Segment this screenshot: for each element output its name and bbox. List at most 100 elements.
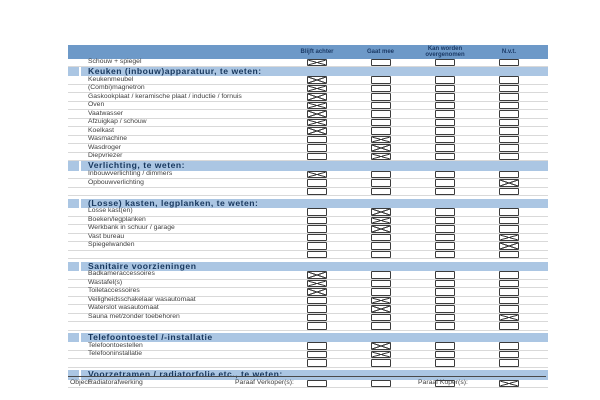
checkbox-nvt[interactable] <box>499 216 519 225</box>
checkbox-gaat-mee[interactable] <box>370 305 391 313</box>
checkbox-kan-worden-overgenomen[interactable] <box>435 288 455 296</box>
checkbox-kan-worden-overgenomen[interactable] <box>435 127 455 135</box>
checkbox-gaat-mee[interactable] <box>370 118 391 127</box>
checkbox-nvt[interactable] <box>499 84 519 93</box>
checkbox-kan-worden-overgenomen[interactable] <box>435 379 455 388</box>
checkbox-gaat-mee[interactable] <box>370 313 391 322</box>
checkbox-blijft-achter[interactable] <box>307 187 327 196</box>
checkbox-nvt[interactable] <box>499 225 519 233</box>
checkbox-blijft-achter[interactable] <box>307 313 327 322</box>
checkbox-gaat-mee[interactable] <box>370 271 391 279</box>
checkbox-nvt[interactable] <box>499 93 519 101</box>
checkbox-kan-worden-overgenomen[interactable] <box>435 208 455 216</box>
checkbox-gaat-mee[interactable] <box>370 342 391 350</box>
checkbox-gaat-mee[interactable] <box>370 288 391 296</box>
checkbox-kan-worden-overgenomen[interactable] <box>435 216 455 225</box>
checkbox-blijft-achter[interactable] <box>307 271 327 279</box>
checkbox-kan-worden-overgenomen[interactable] <box>435 118 455 127</box>
checkbox-gaat-mee[interactable] <box>370 242 391 250</box>
checkbox-gaat-mee[interactable] <box>370 216 391 225</box>
checkbox-gaat-mee[interactable] <box>370 127 391 135</box>
checkbox-gaat-mee[interactable] <box>370 93 391 101</box>
checkbox-gaat-mee[interactable] <box>370 250 391 259</box>
checkbox-nvt[interactable] <box>499 187 519 196</box>
checkbox-blijft-achter[interactable] <box>307 170 327 179</box>
checkbox-blijft-achter[interactable] <box>307 118 327 127</box>
checkbox-gaat-mee[interactable] <box>370 296 391 305</box>
checkbox-nvt[interactable] <box>499 101 519 110</box>
checkbox-blijft-achter[interactable] <box>307 135 327 144</box>
checkbox-nvt[interactable] <box>499 271 519 279</box>
checkbox-nvt[interactable] <box>499 279 519 288</box>
checkbox-blijft-achter[interactable] <box>307 144 327 152</box>
checkbox-nvt[interactable] <box>499 179 519 187</box>
checkbox-nvt[interactable] <box>499 313 519 322</box>
checkbox-blijft-achter[interactable] <box>307 76 327 84</box>
checkbox-kan-worden-overgenomen[interactable] <box>435 144 455 152</box>
checkbox-gaat-mee[interactable] <box>370 359 391 367</box>
checkbox-nvt[interactable] <box>499 110 519 118</box>
checkbox-kan-worden-overgenomen[interactable] <box>435 233 455 242</box>
checkbox-blijft-achter[interactable] <box>307 379 327 388</box>
checkbox-kan-worden-overgenomen[interactable] <box>435 305 455 313</box>
checkbox-kan-worden-overgenomen[interactable] <box>435 350 455 359</box>
checkbox-gaat-mee[interactable] <box>370 170 391 179</box>
checkbox-gaat-mee[interactable] <box>370 101 391 110</box>
checkbox-blijft-achter[interactable] <box>307 288 327 296</box>
checkbox-gaat-mee[interactable] <box>370 225 391 233</box>
checkbox-kan-worden-overgenomen[interactable] <box>435 101 455 110</box>
checkbox-kan-worden-overgenomen[interactable] <box>435 58 455 66</box>
checkbox-gaat-mee[interactable] <box>370 179 391 187</box>
checkbox-gaat-mee[interactable] <box>370 208 391 216</box>
checkbox-blijft-achter[interactable] <box>307 242 327 250</box>
checkbox-nvt[interactable] <box>499 135 519 144</box>
checkbox-nvt[interactable] <box>499 296 519 305</box>
checkbox-blijft-achter[interactable] <box>307 322 327 330</box>
checkbox-kan-worden-overgenomen[interactable] <box>435 152 455 161</box>
checkbox-nvt[interactable] <box>499 305 519 313</box>
checkbox-blijft-achter[interactable] <box>307 342 327 350</box>
checkbox-nvt[interactable] <box>499 288 519 296</box>
checkbox-gaat-mee[interactable] <box>370 135 391 144</box>
checkbox-gaat-mee[interactable] <box>370 350 391 359</box>
checkbox-kan-worden-overgenomen[interactable] <box>435 76 455 84</box>
checkbox-blijft-achter[interactable] <box>307 110 327 118</box>
checkbox-nvt[interactable] <box>499 350 519 359</box>
checkbox-kan-worden-overgenomen[interactable] <box>435 242 455 250</box>
checkbox-kan-worden-overgenomen[interactable] <box>435 84 455 93</box>
checkbox-blijft-achter[interactable] <box>307 84 327 93</box>
checkbox-blijft-achter[interactable] <box>307 101 327 110</box>
checkbox-blijft-achter[interactable] <box>307 58 327 66</box>
checkbox-gaat-mee[interactable] <box>370 322 391 330</box>
checkbox-blijft-achter[interactable] <box>307 279 327 288</box>
checkbox-gaat-mee[interactable] <box>370 110 391 118</box>
checkbox-nvt[interactable] <box>499 144 519 152</box>
checkbox-kan-worden-overgenomen[interactable] <box>435 322 455 330</box>
checkbox-kan-worden-overgenomen[interactable] <box>435 187 455 196</box>
checkbox-nvt[interactable] <box>499 322 519 330</box>
checkbox-gaat-mee[interactable] <box>370 379 391 388</box>
checkbox-nvt[interactable] <box>499 342 519 350</box>
checkbox-nvt[interactable] <box>499 76 519 84</box>
checkbox-blijft-achter[interactable] <box>307 359 327 367</box>
checkbox-kan-worden-overgenomen[interactable] <box>435 179 455 187</box>
checkbox-nvt[interactable] <box>499 208 519 216</box>
checkbox-kan-worden-overgenomen[interactable] <box>435 225 455 233</box>
checkbox-kan-worden-overgenomen[interactable] <box>435 110 455 118</box>
checkbox-blijft-achter[interactable] <box>307 127 327 135</box>
checkbox-kan-worden-overgenomen[interactable] <box>435 250 455 259</box>
checkbox-kan-worden-overgenomen[interactable] <box>435 93 455 101</box>
checkbox-gaat-mee[interactable] <box>370 84 391 93</box>
checkbox-kan-worden-overgenomen[interactable] <box>435 135 455 144</box>
checkbox-gaat-mee[interactable] <box>370 144 391 152</box>
checkbox-blijft-achter[interactable] <box>307 296 327 305</box>
checkbox-kan-worden-overgenomen[interactable] <box>435 279 455 288</box>
checkbox-kan-worden-overgenomen[interactable] <box>435 271 455 279</box>
checkbox-nvt[interactable] <box>499 58 519 66</box>
checkbox-blijft-achter[interactable] <box>307 216 327 225</box>
checkbox-nvt[interactable] <box>499 242 519 250</box>
checkbox-kan-worden-overgenomen[interactable] <box>435 296 455 305</box>
checkbox-kan-worden-overgenomen[interactable] <box>435 170 455 179</box>
checkbox-blijft-achter[interactable] <box>307 225 327 233</box>
checkbox-blijft-achter[interactable] <box>307 208 327 216</box>
